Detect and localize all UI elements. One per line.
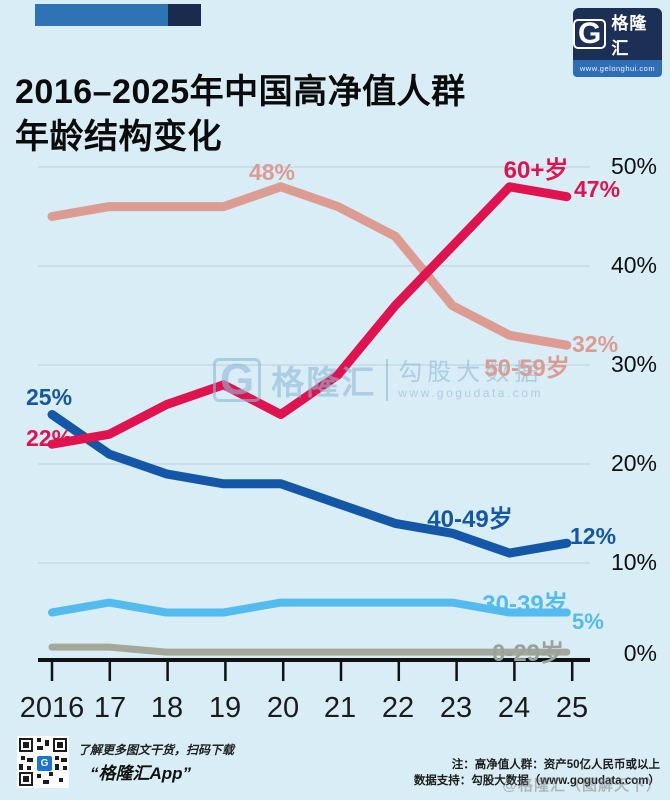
brand-url: www.gelonghui.com (573, 60, 662, 77)
series-label-30-39: 30-39岁 (482, 591, 568, 618)
value-label-60plus-2016: 22% (26, 425, 73, 451)
series-label-60plus: 60+岁 (503, 157, 569, 184)
y-tick-50: 50% (610, 153, 657, 179)
watermark-g-icon: G (213, 358, 262, 402)
watermark-divider (386, 359, 389, 401)
watermark-source: 勾股大数据 (398, 359, 544, 386)
page-title-line2: 年龄结构变化 (15, 118, 222, 156)
value-label-30-39-2025: 5% (572, 609, 604, 634)
brand-name: 格隆汇 (611, 14, 648, 58)
footnote-line2: 数据支持：勾股大数据（www.gogudata.com） (413, 775, 660, 787)
app-name-text: “格隆汇App” (90, 764, 192, 783)
value-label-50-59-2025: 32% (572, 331, 619, 357)
value-label-40-49-2016: 25% (26, 384, 73, 410)
scan-hint-text: 了解更多图文干货，扫码下载 (78, 743, 235, 757)
x-tick-19: 19 (208, 692, 242, 724)
x-tick-17: 17 (93, 692, 127, 724)
x-tick-21: 21 (323, 692, 357, 724)
header-deco-blue-block (35, 4, 168, 26)
x-tick-2016: 2016 (19, 692, 85, 724)
qr-center-g-icon: G (36, 755, 53, 772)
page-title-line1: 2016–2025年中国高净值人群 (15, 73, 466, 111)
page-title: 2016–2025年中国高净值人群 年龄结构变化 (15, 70, 466, 160)
watermark-brand: 格隆汇 (271, 364, 377, 401)
x-tick-18: 18 (150, 692, 184, 724)
brand-g-icon: G (573, 19, 607, 49)
bottom-watermark: @格隆汇（图解天下） (502, 777, 662, 794)
footnotes: 注：高净值人群：资产50亿人民币或以上 数据支持：勾股大数据（www.gogud… (414, 757, 660, 789)
brand-logo: G 格隆汇 (573, 8, 662, 60)
x-tick-22: 22 (381, 692, 415, 724)
y-tick-40: 40% (610, 252, 657, 278)
value-label-50-59-2020: 48% (248, 159, 296, 185)
x-tick-25: 25 (555, 692, 589, 724)
series-label-40-49: 40-49岁 (427, 506, 513, 533)
series-label-50-59: 50-59岁 (484, 355, 570, 382)
y-tick-20: 20% (610, 450, 657, 476)
value-label-60plus-2025: 47% (574, 176, 621, 202)
x-tick-23: 23 (439, 692, 473, 724)
x-tick-20: 20 (266, 692, 300, 724)
footnote-line1: 注：高净值人群：资产50亿人民币或以上 (451, 759, 660, 771)
watermark-url: www.gogudata.com (398, 386, 543, 400)
value-label-40-49-2025: 12% (570, 523, 617, 549)
center-watermark: G 格隆汇 勾股大数据 www.gogudata.com (213, 356, 543, 404)
y-tick-30: 30% (610, 351, 657, 377)
series-label-0-29: 0-29岁 (491, 640, 565, 667)
y-tick-0: 0% (623, 640, 657, 666)
header-deco-navy-block (168, 4, 201, 26)
x-tick-24: 24 (497, 692, 531, 724)
y-tick-10: 10% (610, 549, 657, 575)
